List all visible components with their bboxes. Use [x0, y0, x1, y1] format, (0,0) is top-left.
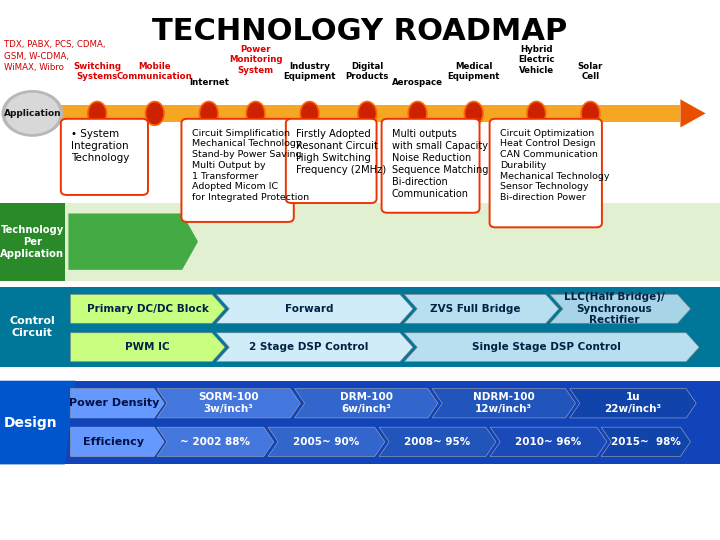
FancyBboxPatch shape: [181, 119, 294, 222]
Ellipse shape: [464, 102, 483, 125]
Text: TDX, PABX, PCS, CDMA,
GSM, W-CDMA,
WiMAX, Wibro: TDX, PABX, PCS, CDMA, GSM, W-CDMA, WiMAX…: [4, 40, 105, 72]
Polygon shape: [216, 294, 413, 323]
Text: SORM-100
3w/inch³: SORM-100 3w/inch³: [198, 393, 259, 414]
Text: Design: Design: [4, 416, 58, 429]
Text: • System
Integration
Technology: • System Integration Technology: [71, 129, 130, 163]
Polygon shape: [601, 427, 690, 456]
Polygon shape: [157, 389, 300, 418]
Text: Internet: Internet: [189, 78, 229, 87]
Text: TECHNOLOGY ROADMAP: TECHNOLOGY ROADMAP: [153, 17, 567, 46]
Polygon shape: [71, 427, 164, 456]
Polygon shape: [71, 333, 225, 362]
Text: Power Density: Power Density: [68, 399, 159, 408]
Ellipse shape: [358, 102, 377, 125]
Ellipse shape: [581, 102, 600, 125]
Text: Switching
Systems: Switching Systems: [73, 62, 121, 81]
FancyBboxPatch shape: [0, 381, 720, 464]
Ellipse shape: [527, 102, 546, 125]
Text: Digital
Products: Digital Products: [346, 62, 389, 81]
Text: ~ 2002 88%: ~ 2002 88%: [181, 437, 251, 447]
FancyBboxPatch shape: [286, 119, 377, 203]
Text: 2008~ 95%: 2008~ 95%: [405, 437, 471, 447]
FancyBboxPatch shape: [0, 287, 720, 367]
Text: 2 Stage DSP Control: 2 Stage DSP Control: [249, 342, 369, 352]
Polygon shape: [405, 294, 559, 323]
Text: Power
Monitoring
System: Power Monitoring System: [229, 45, 282, 75]
Text: Circuit Optimization
Heat Control Design
CAN Communication
Durability
Mechanical: Circuit Optimization Heat Control Design…: [500, 129, 609, 202]
Polygon shape: [550, 294, 690, 323]
Text: PWM IC: PWM IC: [125, 342, 170, 352]
Polygon shape: [405, 333, 699, 362]
Text: 2015~  98%: 2015~ 98%: [611, 437, 680, 447]
Polygon shape: [157, 427, 274, 456]
Polygon shape: [490, 427, 607, 456]
FancyArrow shape: [680, 99, 706, 127]
FancyBboxPatch shape: [490, 119, 602, 227]
Polygon shape: [68, 213, 198, 270]
Text: Medical
Equipment: Medical Equipment: [448, 62, 500, 81]
Text: Efficiency: Efficiency: [84, 437, 144, 447]
FancyBboxPatch shape: [0, 202, 65, 281]
Text: Control
Circuit: Control Circuit: [9, 316, 55, 339]
Text: Industry
Equipment: Industry Equipment: [284, 62, 336, 81]
Text: ZVS Full Bridge: ZVS Full Bridge: [431, 304, 521, 314]
FancyBboxPatch shape: [382, 119, 480, 213]
Polygon shape: [0, 381, 76, 464]
Text: Aerospace: Aerospace: [392, 78, 443, 87]
Polygon shape: [294, 389, 438, 418]
Polygon shape: [379, 427, 496, 456]
Text: Single Stage DSP Control: Single Stage DSP Control: [472, 342, 621, 352]
Text: 1u
22w/inch³: 1u 22w/inch³: [604, 393, 662, 414]
Ellipse shape: [408, 102, 427, 125]
Text: Hybrid
Electric
Vehicle: Hybrid Electric Vehicle: [518, 45, 554, 75]
FancyBboxPatch shape: [61, 105, 680, 122]
Text: Mobile
Communication: Mobile Communication: [117, 62, 193, 81]
Ellipse shape: [199, 102, 218, 125]
Text: DRM-100
6w/inch³: DRM-100 6w/inch³: [340, 393, 392, 414]
Ellipse shape: [246, 102, 265, 125]
Circle shape: [2, 91, 63, 136]
Polygon shape: [570, 389, 696, 418]
Text: NDRM-100
12w/inch³: NDRM-100 12w/inch³: [473, 393, 535, 414]
Text: Application: Application: [4, 109, 61, 118]
Text: Solar
Cell: Solar Cell: [577, 62, 603, 81]
Polygon shape: [71, 389, 164, 418]
Circle shape: [6, 93, 59, 133]
Text: 2005~ 90%: 2005~ 90%: [293, 437, 359, 447]
Text: Primary DC/DC Block: Primary DC/DC Block: [87, 304, 209, 314]
Text: LLC(Half Bridge)/
Synchronous
Rectifier: LLC(Half Bridge)/ Synchronous Rectifier: [564, 292, 665, 326]
Ellipse shape: [300, 102, 319, 125]
FancyBboxPatch shape: [0, 202, 720, 281]
Text: Technology
Per
Application: Technology Per Application: [1, 225, 64, 259]
Polygon shape: [432, 389, 575, 418]
Polygon shape: [216, 333, 413, 362]
Ellipse shape: [88, 102, 107, 125]
Polygon shape: [71, 294, 225, 323]
Text: Circuit Simplification
Mechanical Technology
Stand-by Power Saving
Multi Output : Circuit Simplification Mechanical Techno…: [192, 129, 309, 202]
Ellipse shape: [145, 102, 164, 125]
FancyBboxPatch shape: [60, 119, 148, 195]
Polygon shape: [268, 427, 384, 456]
Text: 2010~ 96%: 2010~ 96%: [516, 437, 582, 447]
Text: Multi outputs
with small Capacity
Noise Reduction
Sequence Matching
Bi-direction: Multi outputs with small Capacity Noise …: [392, 129, 488, 199]
Text: Firstly Adopted
Resonant Circuit
High Switching
Frequency (2MHz): Firstly Adopted Resonant Circuit High Sw…: [296, 129, 386, 174]
Text: Forward: Forward: [284, 304, 333, 314]
